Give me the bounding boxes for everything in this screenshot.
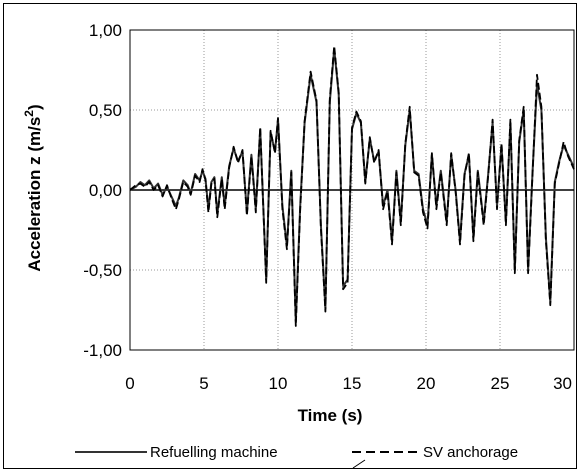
legend: Refuelling machine SV anchorage — [75, 444, 518, 469]
series-layer — [129, 45, 575, 327]
x-tick-label: 20 — [417, 374, 436, 393]
figure-frame — [3, 3, 577, 469]
x-tick-label: 30 — [553, 374, 572, 393]
legend-label-refuelling: Refuelling machine — [150, 444, 278, 461]
x-tick-label: 10 — [269, 374, 288, 393]
x-tick-label: 5 — [199, 374, 208, 393]
x-tick-labels: 0 5 10 15 20 25 30 — [125, 374, 572, 393]
y-tick-labels: 1,00 0,50 0,00 -0,50 -1,00 — [83, 21, 122, 360]
y-axis-label: Acceleration z (m/s2) — [22, 104, 44, 271]
legend-pointer-mark — [352, 459, 366, 469]
x-tick-label: 0 — [125, 374, 134, 393]
y-tick-label: -1,00 — [83, 341, 122, 360]
y-tick-label: 0,00 — [89, 181, 122, 200]
x-tick-label: 25 — [491, 374, 510, 393]
y-tick-label: 0,50 — [89, 101, 122, 120]
x-axis-label: Time (s) — [298, 406, 363, 425]
legend-label-sv: SV anchorage — [423, 444, 518, 461]
y-tick-label: 1,00 — [89, 21, 122, 40]
y-tick-label: -0,50 — [83, 261, 122, 280]
x-tick-label: 15 — [343, 374, 362, 393]
series-line-sv-anchorage — [129, 45, 575, 327]
